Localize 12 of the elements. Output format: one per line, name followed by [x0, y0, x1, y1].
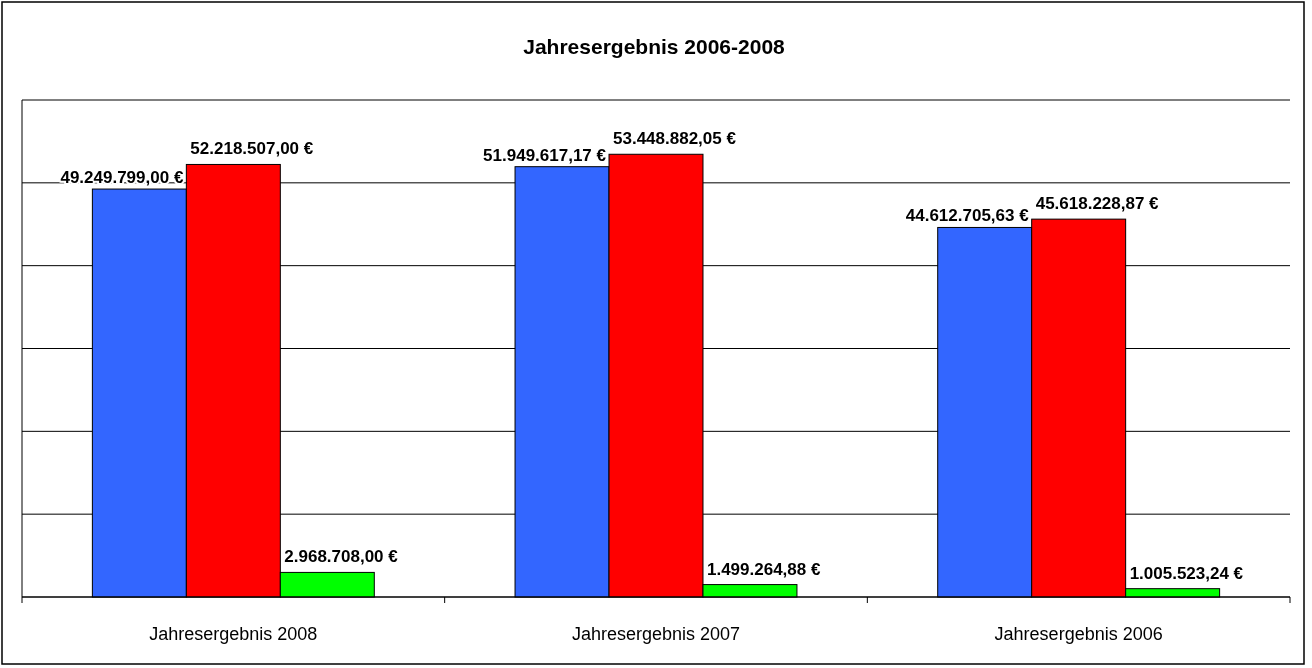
- data-label: 44.612.705,63 €: [905, 206, 1030, 226]
- data-label: 53.448.882,05 €: [613, 129, 737, 149]
- data-label: 1.005.523,24 €: [1129, 563, 1244, 583]
- x-tick-label: Jahresergebnis 2007: [571, 624, 741, 644]
- data-label: 2.968.708,00 €: [284, 547, 399, 567]
- data-label: 1.499.264,88 €: [706, 559, 821, 579]
- data-label: 52.218.507,00 €: [190, 139, 314, 159]
- x-tick-label: Jahresergebnis 2008: [149, 624, 318, 644]
- chart-title: Jahresergebnis 2006-2008: [523, 35, 786, 58]
- data-label: 45.618.228,87 €: [1035, 194, 1160, 214]
- x-tick-label: Jahresergebnis 2006: [994, 624, 1163, 644]
- data-label: 51.949.617,17 €: [483, 145, 607, 165]
